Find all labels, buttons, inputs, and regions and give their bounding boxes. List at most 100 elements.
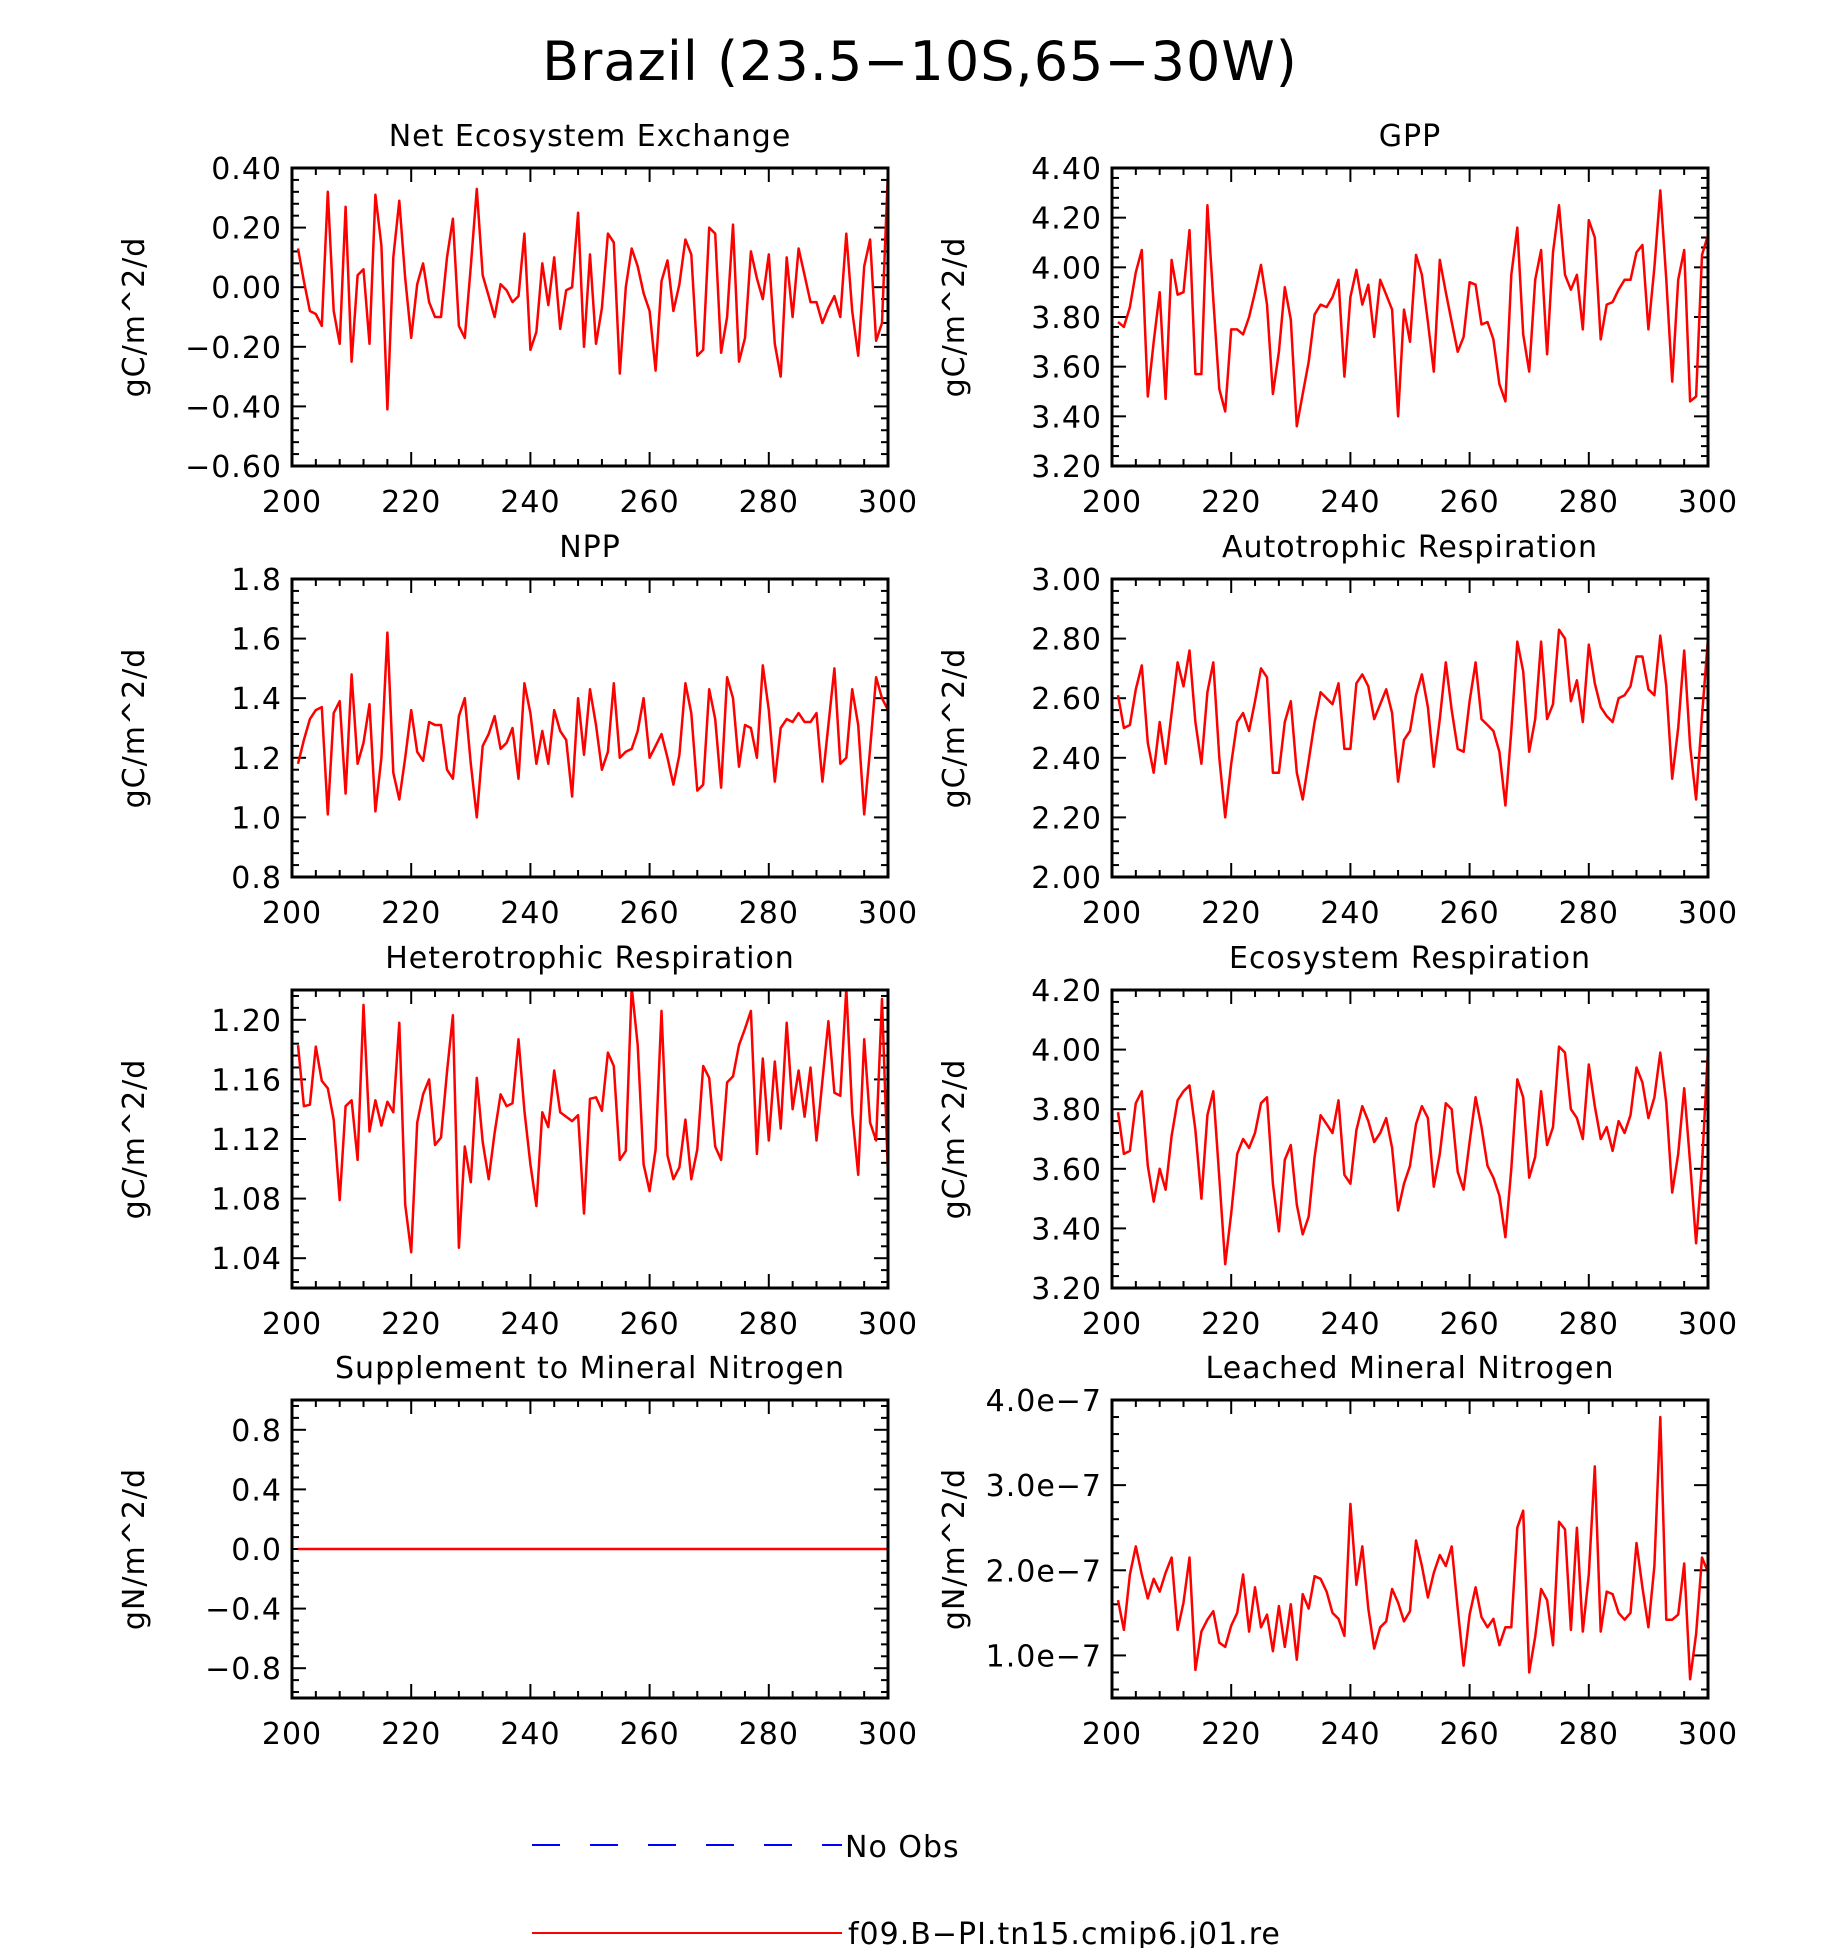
x-tick-label: 300 [858, 1307, 918, 1342]
plot-frame [290, 988, 890, 1290]
y-tick-label: 1.0e−7 [986, 1639, 1102, 1674]
y-tick-label: 3.40 [1031, 400, 1102, 435]
x-tick-label: 300 [858, 896, 918, 931]
x-tick-label: 300 [1678, 1717, 1738, 1752]
y-tick-label: 3.20 [1031, 1272, 1102, 1307]
x-tick-label: 260 [619, 485, 679, 520]
y-tick-label: −0.20 [185, 331, 282, 366]
series-line [296, 990, 888, 1254]
x-tick-label: 280 [1559, 485, 1619, 520]
y-tick-label: 2.40 [1031, 742, 1102, 777]
x-tick-label: 220 [1201, 896, 1261, 931]
legend: No Obs f09.B−PI.tn15.cmip6.j01.re [532, 1830, 1281, 1948]
plot-frame [1110, 166, 1710, 468]
x-tick-label: 300 [858, 1717, 918, 1752]
panel-supplement-to-mineral-nitrogen: Supplement to Mineral Nitrogen gN/m^2/d 20… [117, 1351, 918, 1752]
panel-heterotrophic-respiration: Heterotrophic Respiration gC/m^2/d 200 220 2… [117, 941, 918, 1342]
x-tick-label: 200 [262, 1717, 322, 1752]
y-tick-label: 2.00 [1031, 861, 1102, 896]
y-tick-label: 1.4 [231, 682, 282, 717]
x-tick-label: 240 [500, 1307, 560, 1342]
figure-title: Brazil (23.5−10S,65−30W) [542, 30, 1298, 93]
panel-title-ecosystem-respiration: Ecosystem Respiration [1229, 941, 1591, 976]
x-tick-label: 240 [500, 485, 560, 520]
x-tick-label: 220 [381, 485, 441, 520]
x-tick-label: 200 [262, 896, 322, 931]
x-tick-label: 260 [619, 1307, 679, 1342]
panel-title-leached-mineral-nitrogen: Leached Mineral Nitrogen [1206, 1351, 1615, 1386]
x-tick-label: 300 [1678, 896, 1738, 931]
x-tick-label: 240 [500, 1717, 560, 1752]
y-tick-label: 2.80 [1031, 623, 1102, 658]
plot-frame [1110, 577, 1710, 879]
x-tick-label: 280 [1559, 1307, 1619, 1342]
y-tick-label: 2.20 [1031, 801, 1102, 836]
y-axis-label: gC/m^2/d [937, 1059, 972, 1220]
x-tick-label: 200 [1082, 896, 1142, 931]
y-tick-label: 3.60 [1031, 1153, 1102, 1188]
y-tick-label: 0.8 [231, 1414, 282, 1449]
x-tick-label: 260 [1439, 1307, 1499, 1342]
panel-net-ecosystem-exchange: Net Ecosystem Exchange gC/m^2/d 200 220 240 2… [117, 119, 918, 520]
x-tick-label: 260 [619, 1717, 679, 1752]
panel-gpp: GPP gC/m^2/d 200 220 240 260 280 300 3.20 3.40 3.6… [937, 119, 1737, 520]
panel-title-autotrophic-respiration: Autotrophic Respiration [1222, 530, 1598, 565]
x-tick-label: 280 [739, 485, 799, 520]
plot-frame [290, 1398, 890, 1700]
panel-title-net-ecosystem-exchange: Net Ecosystem Exchange [389, 119, 792, 154]
y-tick-label: 3.40 [1031, 1212, 1102, 1247]
legend-label-no-obs: No Obs [845, 1830, 960, 1865]
y-tick-label: 3.00 [1031, 563, 1102, 598]
x-tick-label: 260 [1439, 485, 1499, 520]
y-tick-label: 0.40 [211, 152, 282, 187]
y-tick-label: 4.00 [1031, 251, 1102, 286]
x-tick-label: 240 [1320, 485, 1380, 520]
y-tick-label: 0.4 [231, 1473, 282, 1508]
y-tick-label: 4.00 [1031, 1034, 1102, 1069]
y-tick-label: 2.0e−7 [986, 1554, 1102, 1589]
series-line [1116, 1045, 1708, 1266]
y-axis-label: gC/m^2/d [117, 1059, 152, 1220]
y-axis-label: gN/m^2/d [937, 1468, 972, 1630]
y-tick-label: 1.6 [231, 623, 282, 658]
y-tick-label: 4.0e−7 [986, 1384, 1102, 1419]
x-tick-label: 200 [1082, 1717, 1142, 1752]
x-tick-label: 260 [619, 896, 679, 931]
x-tick-label: 200 [262, 485, 322, 520]
x-tick-label: 220 [1201, 1717, 1261, 1752]
x-tick-label: 240 [1320, 1717, 1380, 1752]
panels: Net Ecosystem Exchange gC/m^2/d 200 220 240 2… [117, 119, 1738, 1752]
panel-autotrophic-respiration: Autotrophic Respiration gC/m^2/d 200 220 240… [937, 530, 1738, 931]
x-tick-label: 280 [1559, 1717, 1619, 1752]
y-tick-label: 1.8 [231, 563, 282, 598]
x-tick-label: 240 [1320, 1307, 1380, 1342]
x-tick-label: 220 [1201, 1307, 1261, 1342]
legend-label-model: f09.B−PI.tn15.cmip6.j01.re [848, 1917, 1281, 1948]
y-tick-label: 1.16 [211, 1063, 282, 1098]
x-tick-label: 220 [381, 1307, 441, 1342]
panel-npp: NPP gC/m^2/d 200 220 240 260 280 300 0.8 1.0 1.2 1.… [117, 530, 918, 931]
series-line [296, 631, 888, 819]
plot-frame [290, 577, 890, 879]
y-tick-label: −0.40 [185, 390, 282, 425]
x-tick-label: 220 [381, 896, 441, 931]
y-tick-label: 3.80 [1031, 301, 1102, 336]
series-line [1117, 189, 1708, 428]
y-tick-label: 2.60 [1031, 682, 1102, 717]
x-tick-label: 300 [858, 485, 918, 520]
x-tick-label: 260 [1439, 896, 1499, 931]
y-tick-label: 1.08 [211, 1183, 282, 1218]
x-tick-label: 240 [500, 896, 560, 931]
y-tick-label: 1.2 [231, 742, 282, 777]
y-tick-label: 4.40 [1031, 152, 1102, 187]
plot-frame [1110, 1398, 1710, 1700]
x-tick-label: 260 [1439, 1717, 1499, 1752]
panel-title-npp: NPP [559, 530, 621, 565]
x-tick-label: 200 [1082, 485, 1142, 520]
x-tick-label: 220 [1201, 485, 1261, 520]
panel-title-supplement-to-mineral-nitrogen: Supplement to Mineral Nitrogen [335, 1351, 845, 1386]
series-line [296, 169, 888, 411]
y-tick-label: 0.20 [211, 212, 282, 247]
plot-frame [290, 166, 890, 468]
